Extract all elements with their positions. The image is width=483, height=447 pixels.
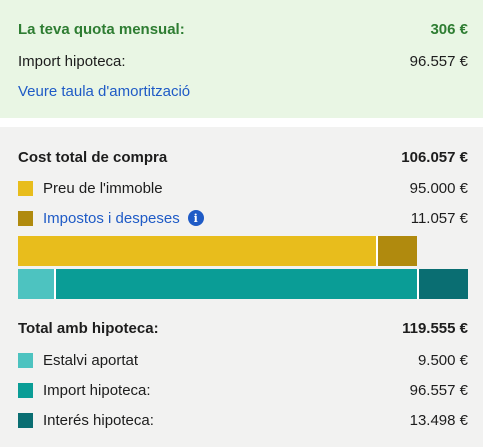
mortgage-bar-segment-2: [417, 269, 468, 299]
mortgage-total-label: Total amb hipoteca:: [18, 319, 159, 337]
interest-swatch: [18, 412, 33, 428]
taxes-fees-link[interactable]: Impostos i despeses: [43, 209, 180, 227]
mortgage-amount-value: 96.557 €: [409, 52, 468, 70]
purchase-total-label: Cost total de compra: [18, 148, 168, 166]
loan-amount-label: Import hipoteca:: [43, 381, 151, 399]
mortgage-amount-row: Import hipoteca: 96.557 €: [18, 49, 468, 73]
purchase-bar-segment-0: [18, 236, 376, 266]
mortgage-amount-label: Import hipoteca:: [18, 52, 126, 70]
savings-value: 9.500 €: [417, 351, 468, 369]
monthly-payment-value: 306 €: [430, 20, 468, 38]
purchase-breakdown-bar: [18, 236, 468, 266]
purchase-total-value: 106.057 €: [401, 148, 468, 166]
monthly-payment-row: La teva quota mensual: 306 €: [18, 17, 468, 41]
interest-value: 13.498 €: [409, 411, 468, 429]
savings-label: Estalvi aportat: [43, 351, 139, 369]
property-price-value: 95.000 €: [409, 179, 468, 197]
loan-amount-row: Import hipoteca: 96.557 €: [18, 378, 468, 402]
loan-amount-swatch: [18, 382, 33, 398]
taxes-fees-value: 11.057 €: [410, 209, 468, 227]
taxes-fees-swatch: [18, 210, 33, 226]
monthly-payment-panel: [0, 0, 483, 118]
info-icon[interactable]: i: [187, 210, 204, 226]
taxes-fees-row: Impostos i despeses i 11.057 €: [18, 206, 468, 230]
amortization-table-link[interactable]: Veure taula d'amortització: [18, 82, 191, 100]
interest-label: Interés hipoteca:: [43, 411, 154, 429]
savings-swatch: [18, 352, 33, 368]
mortgage-bar-segment-1: [53, 269, 418, 299]
property-price-row: Preu de l'immoble 95.000 €: [18, 176, 468, 200]
savings-row: Estalvi aportat 9.500 €: [18, 348, 468, 372]
purchase-bar-segment-1: [375, 236, 418, 266]
mortgage-bar-segment-0: [18, 269, 54, 299]
loan-amount-value: 96.557 €: [409, 381, 468, 399]
property-price-swatch: [18, 180, 33, 196]
property-price-label: Preu de l'immoble: [43, 179, 163, 197]
interest-row: Interés hipoteca: 13.498 €: [18, 408, 468, 432]
amortization-row: Veure taula d'amortització: [18, 79, 468, 103]
mortgage-total-row: Total amb hipoteca: 119.555 €: [18, 316, 468, 340]
purchase-total-row: Cost total de compra 106.057 €: [18, 145, 468, 169]
monthly-payment-label: La teva quota mensual:: [18, 20, 185, 38]
mortgage-total-value: 119.555 €: [402, 319, 468, 337]
mortgage-breakdown-bar: [18, 269, 468, 299]
